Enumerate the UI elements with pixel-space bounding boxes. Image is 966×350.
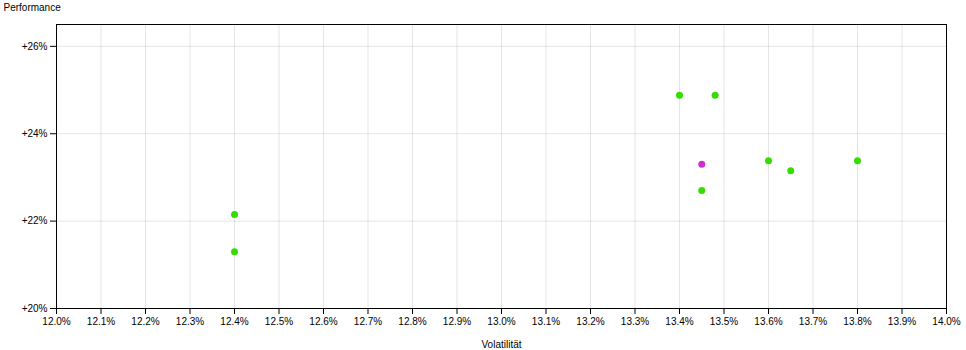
svg-text:13.6%: 13.6% [754,316,782,327]
svg-text:12.2%: 12.2% [131,316,159,327]
svg-text:12.3%: 12.3% [176,316,204,327]
svg-text:13.5%: 13.5% [710,316,738,327]
svg-text:13.9%: 13.9% [888,316,916,327]
svg-text:12.7%: 12.7% [354,316,382,327]
svg-text:13.8%: 13.8% [843,316,871,327]
svg-text:Volatilität: Volatilität [481,339,521,350]
svg-text:+24%: +24% [22,128,48,139]
svg-text:12.1%: 12.1% [87,316,115,327]
svg-text:13.2%: 13.2% [576,316,604,327]
svg-text:13.7%: 13.7% [799,316,827,327]
svg-text:Performance: Performance [4,2,62,13]
svg-text:13.0%: 13.0% [487,316,515,327]
svg-text:13.4%: 13.4% [665,316,693,327]
svg-text:12.4%: 12.4% [220,316,248,327]
svg-text:12.8%: 12.8% [398,316,426,327]
svg-text:12.6%: 12.6% [309,316,337,327]
svg-text:12.9%: 12.9% [443,316,471,327]
svg-text:12.0%: 12.0% [42,316,70,327]
svg-text:14.0%: 14.0% [932,316,960,327]
svg-text:+20%: +20% [22,303,48,314]
svg-text:12.5%: 12.5% [265,316,293,327]
svg-text:+22%: +22% [22,215,48,226]
svg-text:13.1%: 13.1% [532,316,560,327]
svg-text:+26%: +26% [22,41,48,52]
svg-text:13.3%: 13.3% [621,316,649,327]
